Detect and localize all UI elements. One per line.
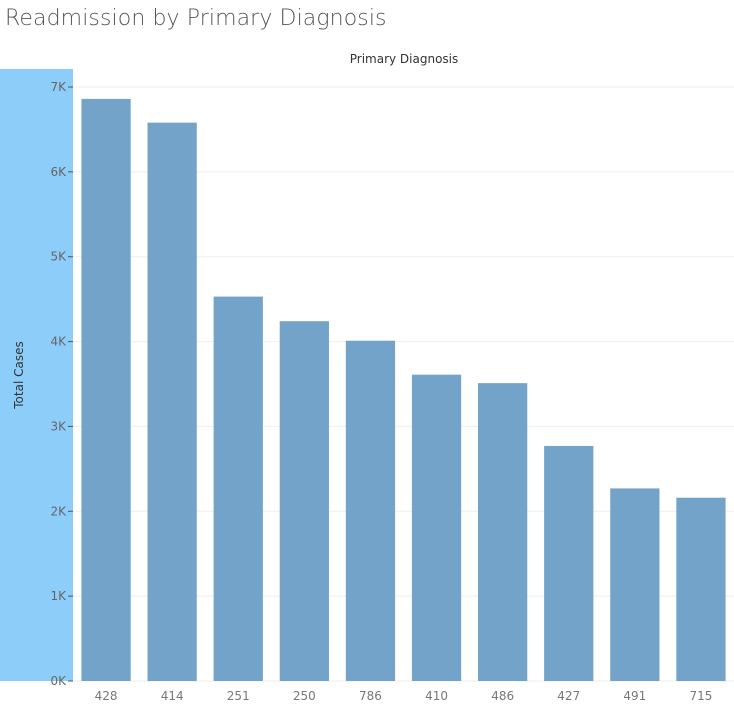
bar-715[interactable] [676,497,726,681]
x-tick-label: 414 [161,689,184,703]
bar-410[interactable] [411,374,462,681]
y-tick-label: 1K [50,589,67,603]
x-tick-label: 251 [227,689,250,703]
bar-786[interactable] [345,340,396,681]
chart-title: Readmission by Primary Diagnosis [5,6,387,31]
y-tick-label: 3K [50,419,67,433]
x-tick-label: 428 [95,689,118,703]
y-tick-label: 2K [50,504,67,518]
x-tick-label: 427 [557,689,580,703]
y-tick-label: 4K [50,335,67,349]
x-tick-label: 410 [425,689,448,703]
y-tick-label: 0K [50,674,67,688]
bar-427[interactable] [544,445,594,681]
bar-251[interactable] [213,296,263,681]
bar-250[interactable] [279,321,329,681]
x-tick-label: 491 [623,689,646,703]
bar-414[interactable] [147,122,197,681]
y-tick-label: 5K [50,250,67,264]
x-tick-label: 250 [293,689,316,703]
x-tick-label: 486 [491,689,514,703]
x-tick-label: 715 [689,689,712,703]
bar-428[interactable] [81,98,131,681]
bar-486[interactable] [478,383,528,681]
y-tick-label: 6K [50,165,67,179]
bar-491[interactable] [610,488,660,681]
y-tick-label: 7K [50,80,67,94]
y-axis-band [0,69,73,681]
x-tick-label: 786 [359,689,382,703]
x-axis-title: Primary Diagnosis [349,52,459,66]
